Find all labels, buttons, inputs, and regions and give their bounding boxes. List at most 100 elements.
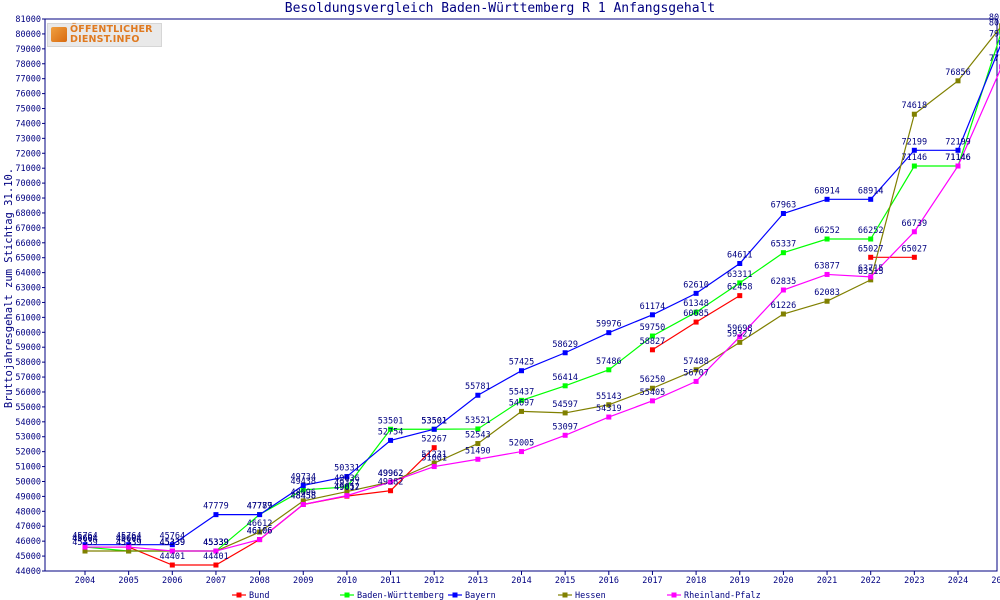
data-label: 45339 [72,538,98,548]
data-point [824,236,830,242]
data-point [213,548,219,554]
y-tick-label: 46000 [15,537,41,547]
x-tick-label: 2008 [249,576,269,586]
site-logo: ÖFFENTLICHER DIENST.INFO [47,23,162,47]
data-point [737,261,743,267]
data-point [300,498,306,504]
data-label: 54597 [552,400,578,410]
data-point [519,449,524,455]
data-label: 71146 [945,153,971,163]
data-label: 49734 [290,472,316,482]
data-label: 53097 [552,422,578,432]
data-label: 77797 [989,54,1000,64]
y-tick-label: 44000 [15,567,41,577]
data-point [475,392,481,398]
data-label: 45604 [116,534,142,544]
data-point [911,111,917,117]
y-tick-label: 56000 [15,388,41,398]
y-tick-label: 60000 [15,328,41,338]
data-point [300,501,306,507]
y-tick-label: 58000 [15,358,41,368]
data-label: 53501 [421,416,447,426]
data-point [649,333,655,339]
y-tick-label: 69000 [15,194,41,204]
y-tick-label: 76000 [15,90,41,100]
data-label: 65027 [858,244,884,254]
legend-label: Baden-Württemberg [357,591,444,600]
data-label: 49052 [334,483,360,493]
logo-line-2: DIENST.INFO [70,34,140,45]
data-point [344,474,350,480]
data-label: 51490 [465,446,491,456]
data-label: 52005 [509,439,535,449]
data-label: 49017 [334,483,360,493]
data-label: 52754 [378,427,404,437]
data-label: 45764 [116,532,142,542]
data-point [519,408,524,414]
data-point [519,368,524,374]
x-tick-label: 2018 [686,576,706,586]
data-label: 55781 [465,382,491,392]
legend-label: Rheinland-Pfalz [684,591,761,600]
y-tick-label: 59000 [15,343,41,353]
data-point [475,426,481,432]
data-point [693,378,699,384]
y-tick-label: 75000 [15,105,41,115]
data-point [955,163,961,169]
data-point [780,210,786,216]
data-label: 57486 [596,357,622,367]
data-label: 45764 [72,532,98,542]
x-tick-label: 2015 [555,576,575,586]
y-tick-label: 63000 [15,284,41,294]
series-line-1 [84,34,1000,552]
data-label: 45339 [203,538,229,548]
data-label: 49636 [334,474,360,484]
data-label: 71146 [945,153,971,163]
data-label: 63715 [858,264,884,274]
x-tick-label: 2017 [642,576,662,586]
data-point [649,347,655,353]
data-point [649,312,655,318]
x-tick-label: 2013 [468,576,488,586]
y-tick-label: 62000 [15,298,41,308]
data-label: 44401 [160,552,186,562]
data-label: 63877 [814,261,840,271]
data-label: 63311 [727,270,753,280]
y-tick-label: 64000 [15,269,41,279]
y-tick-label: 52000 [15,448,41,458]
data-label: 61226 [771,301,797,311]
data-label: 66739 [902,219,928,229]
data-label: 80177 [989,18,1000,28]
data-point [257,529,263,535]
data-point [911,163,917,169]
data-label: 44401 [203,552,229,562]
data-label: 47787 [247,502,273,512]
data-point [562,383,568,389]
data-label: 62610 [683,280,709,290]
logo-line-1: ÖFFENTLICHER [70,24,153,35]
y-tick-label: 80000 [15,30,41,40]
x-tick-label: 2019 [730,576,750,586]
data-point [911,147,917,153]
data-label: 72199 [902,137,928,147]
y-tick-label: 47000 [15,522,41,532]
data-point [606,367,612,373]
y-tick-label: 53000 [15,433,41,443]
data-label: 45604 [72,534,98,544]
data-label: 54319 [596,404,622,414]
data-point [868,196,874,202]
data-point [344,489,350,495]
data-label: 47779 [247,502,273,512]
data-point [737,339,743,345]
series-line-3 [85,26,1000,552]
data-label: 59976 [596,320,622,330]
legend-marker [344,592,350,598]
data-label: 61174 [640,302,666,312]
x-tick-label: 2014 [511,576,531,586]
data-label: 55437 [509,387,535,397]
data-point [824,196,830,202]
data-point [868,277,874,283]
data-label: 53501 [421,416,447,426]
data-point [431,426,437,432]
